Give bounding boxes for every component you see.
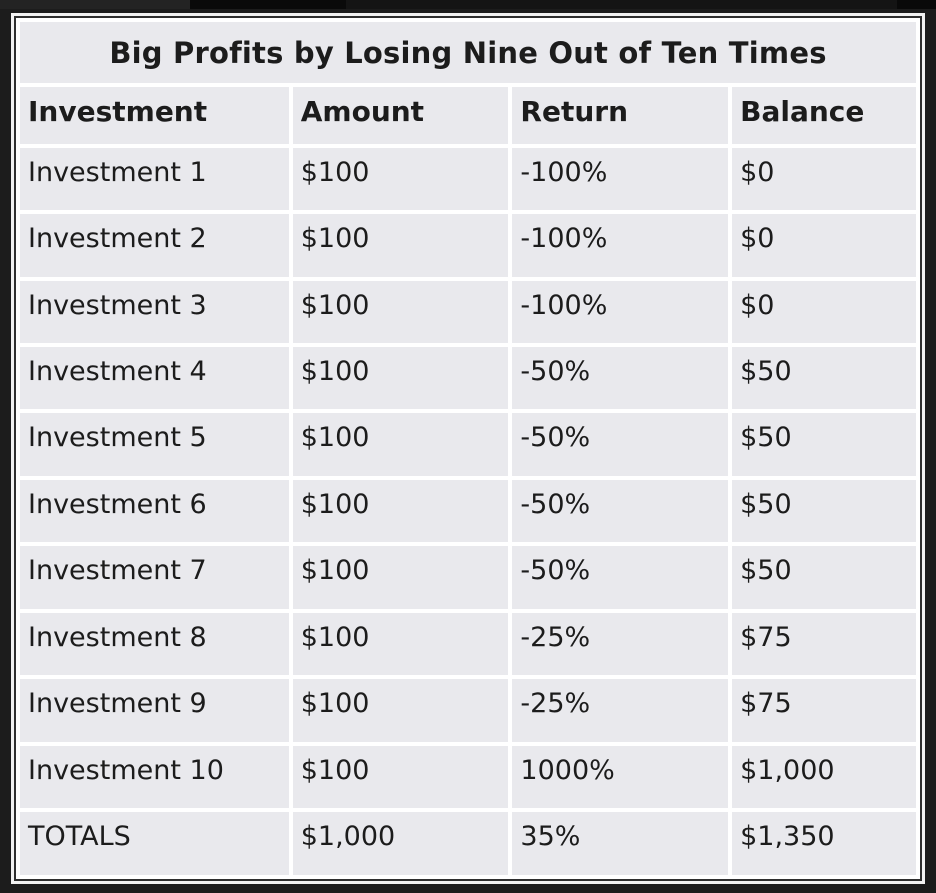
table-inner-frame: Big Profits by Losing Nine Out of Ten Ti… <box>14 16 922 881</box>
table-cell: $0 <box>732 280 916 343</box>
title-row: Big Profits by Losing Nine Out of Ten Ti… <box>20 22 916 84</box>
table-row: Investment 5 $100 -50% $50 <box>20 413 916 476</box>
screen-edge-segment <box>0 0 190 9</box>
screen-edge-segment <box>346 0 897 9</box>
table-cell: $100 <box>292 479 509 543</box>
totals-cell: 35% <box>512 812 729 875</box>
table-cell: Investment 10 <box>20 745 289 809</box>
table-cell: $1,000 <box>732 745 916 809</box>
table-title: Big Profits by Losing Nine Out of Ten Ti… <box>20 22 916 84</box>
table-cell: $50 <box>732 413 916 476</box>
table-cell: $75 <box>732 612 916 676</box>
investment-table: Big Profits by Losing Nine Out of Ten Ti… <box>16 18 920 879</box>
table-cell: -100% <box>512 147 729 211</box>
table-row: Investment 1 $100 -100% $0 <box>20 147 916 211</box>
table-outer-frame: Big Profits by Losing Nine Out of Ten Ti… <box>11 13 925 884</box>
table-row: Investment 9 $100 -25% $75 <box>20 679 916 742</box>
table-row: Investment 2 $100 -100% $0 <box>20 214 916 277</box>
table-cell: -50% <box>512 413 729 476</box>
table-cell: $100 <box>292 413 509 476</box>
table-cell: Investment 9 <box>20 679 289 742</box>
column-header-amount: Amount <box>292 87 509 144</box>
table-cell: -25% <box>512 612 729 676</box>
totals-cell: TOTALS <box>20 812 289 875</box>
table-cell: $50 <box>732 347 916 410</box>
table-cell: -100% <box>512 214 729 277</box>
header-row: Investment Amount Return Balance <box>20 87 916 144</box>
table-cell: Investment 6 <box>20 479 289 543</box>
table-cell: $100 <box>292 745 509 809</box>
totals-cell: $1,000 <box>292 812 509 875</box>
table-cell: Investment 3 <box>20 280 289 343</box>
table-cell: $100 <box>292 546 509 609</box>
table-cell: Investment 4 <box>20 347 289 410</box>
table-cell: Investment 8 <box>20 612 289 676</box>
table-cell: -50% <box>512 546 729 609</box>
table-cell: $50 <box>732 479 916 543</box>
table-cell: -100% <box>512 280 729 343</box>
totals-row: TOTALS $1,000 35% $1,350 <box>20 812 916 875</box>
table-cell: $100 <box>292 147 509 211</box>
table-row: Investment 10 $100 1000% $1,000 <box>20 745 916 809</box>
table-cell: $75 <box>732 679 916 742</box>
table-cell: Investment 5 <box>20 413 289 476</box>
table-cell: $100 <box>292 679 509 742</box>
table-cell: $100 <box>292 612 509 676</box>
screen-top-edge <box>0 0 936 9</box>
table-cell: $100 <box>292 347 509 410</box>
table-cell: $50 <box>732 546 916 609</box>
totals-cell: $1,350 <box>732 812 916 875</box>
table-row: Investment 6 $100 -50% $50 <box>20 479 916 543</box>
table-cell: $100 <box>292 214 509 277</box>
screen-edge-segment <box>190 0 346 9</box>
table-row: Investment 4 $100 -50% $50 <box>20 347 916 410</box>
table-cell: -25% <box>512 679 729 742</box>
table-cell: $100 <box>292 280 509 343</box>
table-cell: $0 <box>732 214 916 277</box>
table-cell: $0 <box>732 147 916 211</box>
table-row: Investment 8 $100 -25% $75 <box>20 612 916 676</box>
table-cell: Investment 7 <box>20 546 289 609</box>
column-header-balance: Balance <box>732 87 916 144</box>
table-row: Investment 3 $100 -100% $0 <box>20 280 916 343</box>
column-header-investment: Investment <box>20 87 289 144</box>
table-cell: 1000% <box>512 745 729 809</box>
table-row: Investment 7 $100 -50% $50 <box>20 546 916 609</box>
screen-edge-segment <box>897 0 936 9</box>
table-cell: Investment 2 <box>20 214 289 277</box>
table-cell: -50% <box>512 347 729 410</box>
table-cell: -50% <box>512 479 729 543</box>
column-header-return: Return <box>512 87 729 144</box>
table-cell: Investment 1 <box>20 147 289 211</box>
